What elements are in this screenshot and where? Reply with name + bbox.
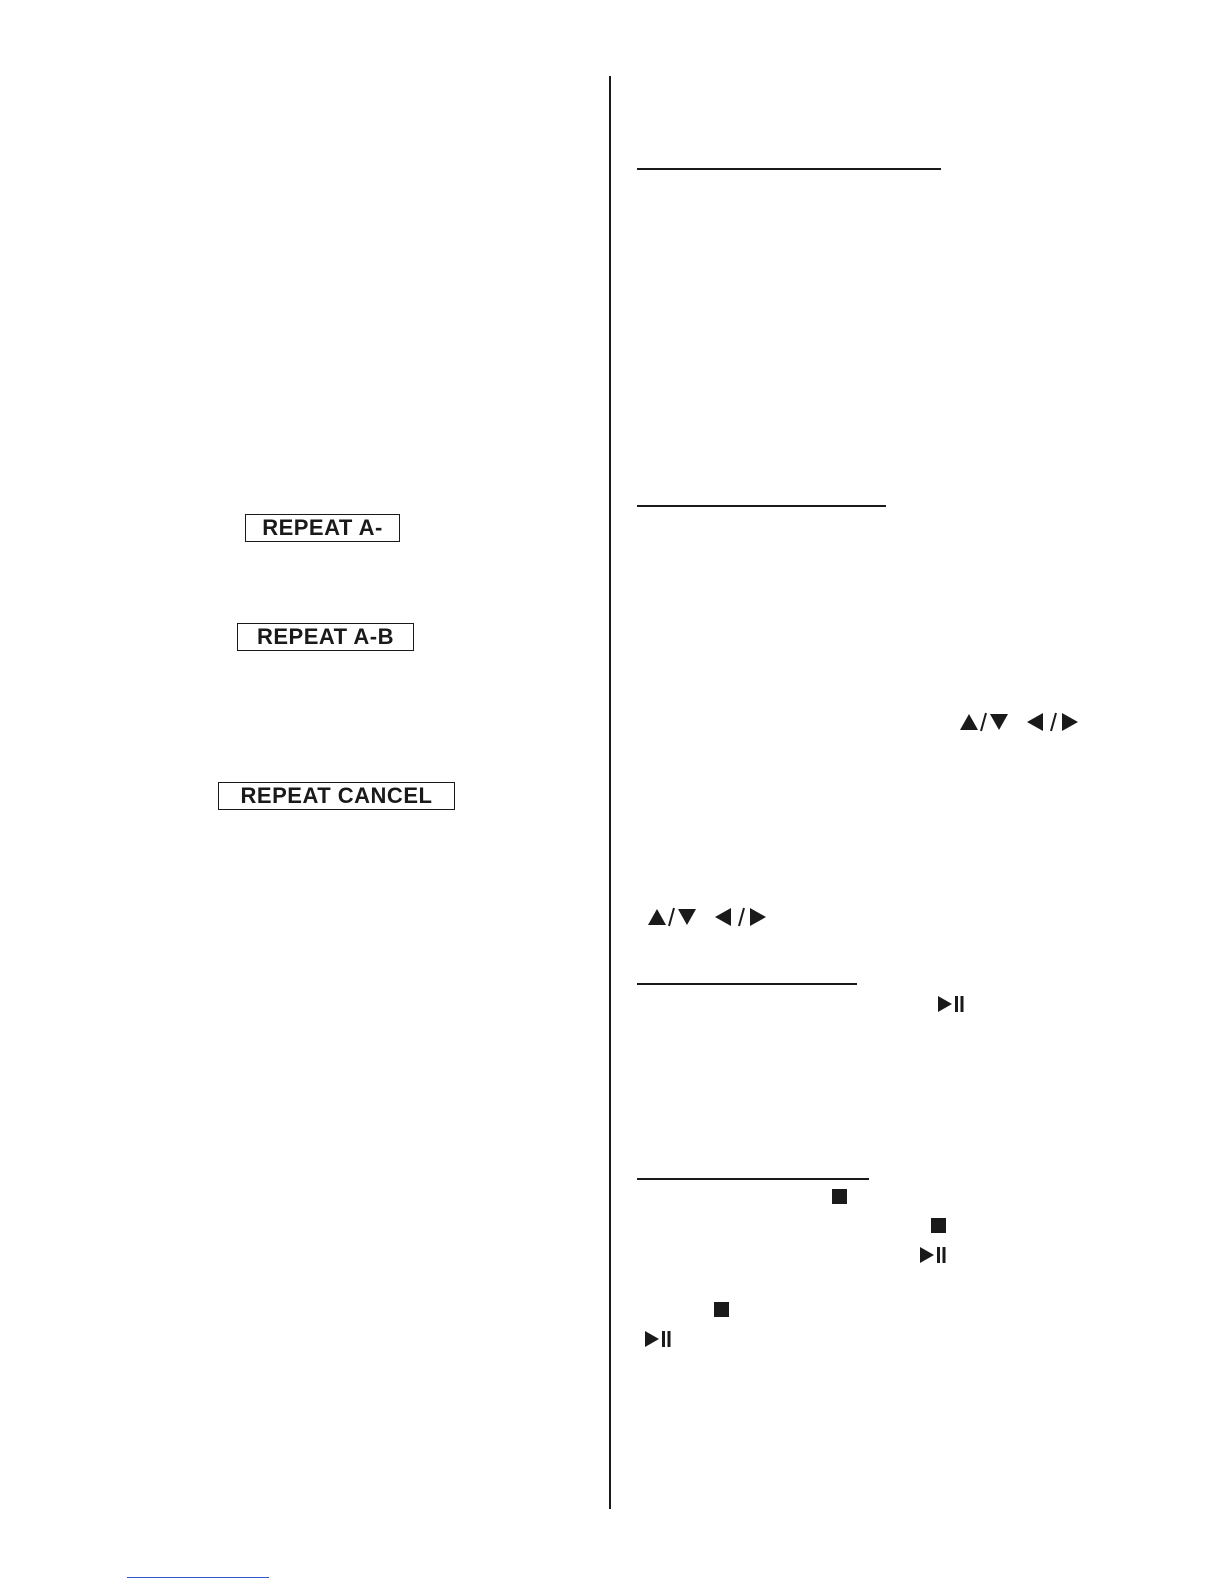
up-down-arrows-icon (647, 906, 699, 928)
section-heading-rule-2 (637, 505, 886, 507)
play-pause-icon (937, 995, 965, 1013)
play-pause-icon (919, 1246, 947, 1264)
stop-icon (714, 1302, 729, 1317)
column-divider (609, 76, 611, 1509)
play-pause-icon (644, 1330, 672, 1348)
left-right-arrows-icon (1025, 711, 1081, 733)
repeat-ab-badge: REPEAT A-B (237, 623, 414, 651)
stop-icon (931, 1218, 946, 1233)
section-heading-rule-3 (637, 983, 857, 985)
repeat-cancel-badge: REPEAT CANCEL (218, 782, 455, 810)
section-heading-rule-1 (637, 168, 941, 170)
repeat-a-badge: REPEAT A- (245, 514, 400, 542)
stop-icon (832, 1189, 847, 1204)
up-down-arrows-icon (959, 711, 1011, 733)
footer-link-underline[interactable] (127, 1577, 269, 1578)
section-heading-rule-4 (637, 1178, 869, 1180)
left-right-arrows-icon (713, 906, 769, 928)
